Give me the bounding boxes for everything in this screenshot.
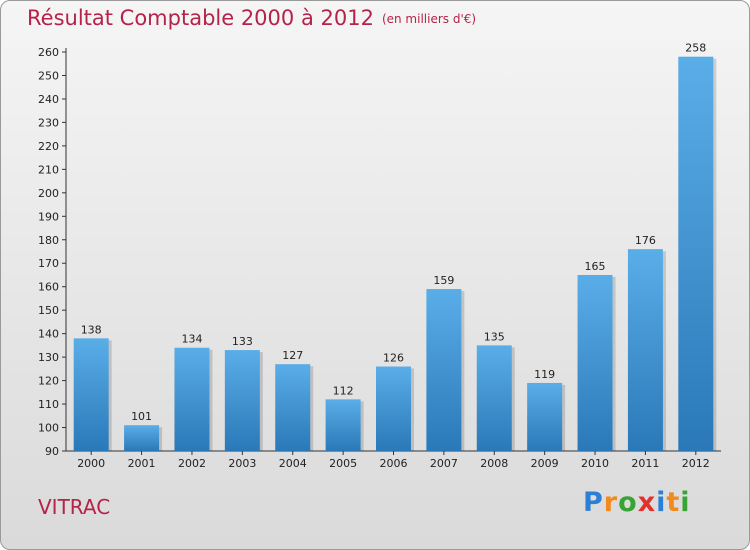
- value-label: 176: [635, 234, 656, 247]
- y-tick-label: 200: [38, 187, 59, 200]
- value-label: 135: [484, 330, 505, 343]
- value-label: 127: [282, 349, 303, 362]
- x-tick-label: 2011: [631, 457, 659, 470]
- x-tick-label: 2009: [531, 457, 559, 470]
- y-tick-label: 120: [38, 375, 59, 388]
- bar-2000: [73, 338, 109, 451]
- bar-2012: [678, 56, 714, 451]
- x-tick-label: 2002: [178, 457, 206, 470]
- logo-letter: x: [637, 487, 657, 518]
- bar-2001: [124, 425, 160, 451]
- x-tick-label: 2004: [279, 457, 307, 470]
- logo-letter: i: [680, 487, 691, 518]
- y-tick-label: 100: [38, 422, 59, 435]
- y-tick-label: 260: [38, 46, 59, 59]
- logo-letter: P: [583, 487, 604, 518]
- bar-2010: [577, 274, 613, 451]
- x-tick-label: 2007: [430, 457, 458, 470]
- bar-2002: [174, 347, 210, 451]
- y-tick-label: 250: [38, 69, 59, 82]
- y-axis: 90 100 110 120 130 140 150 160 170 180 190 200 210 22…: [38, 46, 721, 458]
- y-tick-label: 110: [38, 398, 59, 411]
- y-tick-label: 220: [38, 140, 59, 153]
- bar-2004: [275, 364, 311, 451]
- value-label: 119: [534, 368, 555, 381]
- bar-2011: [627, 249, 663, 451]
- bar-2005: [325, 399, 361, 451]
- labels: 138 2000 101 2001 134 2002 133 2003 127 2004 112 20…: [77, 42, 710, 470]
- y-tick-label: 160: [38, 281, 59, 294]
- commune-name: VITRAC: [38, 495, 111, 519]
- value-label: 133: [232, 335, 253, 348]
- chart-title-block: Résultat Comptable 2000 à 2012 (en millie…: [27, 6, 476, 30]
- bar-2003: [224, 350, 260, 451]
- value-label: 258: [685, 42, 706, 55]
- value-label: 159: [433, 274, 454, 287]
- value-label: 112: [333, 384, 354, 397]
- proxiti-logo: Proxiti: [583, 487, 691, 518]
- y-tick-label: 210: [38, 163, 59, 176]
- value-label: 101: [131, 410, 152, 423]
- y-tick-label: 130: [38, 351, 59, 364]
- x-tick-label: 2006: [380, 457, 408, 470]
- chart-subtitle: (en milliers d'€): [381, 12, 477, 26]
- y-tick-label: 240: [38, 93, 59, 106]
- value-label: 138: [81, 323, 102, 336]
- chart-title: Résultat Comptable 2000 à 2012: [27, 6, 374, 30]
- y-tick-label: 230: [38, 116, 59, 129]
- x-tick-label: 2003: [228, 457, 256, 470]
- bar-2008: [476, 345, 512, 451]
- y-tick-label: 170: [38, 257, 59, 270]
- value-label: 165: [585, 260, 606, 273]
- y-tick-label: 150: [38, 304, 59, 317]
- logo-letter: r: [603, 487, 619, 518]
- x-tick-label: 2005: [329, 457, 357, 470]
- x-tick-label: 2000: [77, 457, 105, 470]
- logo-letter: i: [656, 487, 667, 518]
- logo-letter: t: [666, 487, 681, 518]
- value-label: 134: [181, 333, 202, 346]
- y-tick-label: 180: [38, 234, 59, 247]
- y-tick-label: 90: [45, 445, 59, 458]
- y-tick-label: 140: [38, 328, 59, 341]
- bar-2007: [426, 289, 462, 451]
- logo-letter: o: [618, 487, 638, 518]
- x-tick-label: 2010: [581, 457, 609, 470]
- bar-2006: [376, 366, 411, 451]
- bars: [73, 56, 717, 451]
- y-tick-label: 190: [38, 210, 59, 223]
- x-tick-label: 2012: [682, 457, 710, 470]
- bar-2009: [527, 382, 563, 451]
- value-label: 126: [383, 352, 404, 365]
- x-tick-label: 2001: [128, 457, 156, 470]
- x-tick-label: 2008: [480, 457, 508, 470]
